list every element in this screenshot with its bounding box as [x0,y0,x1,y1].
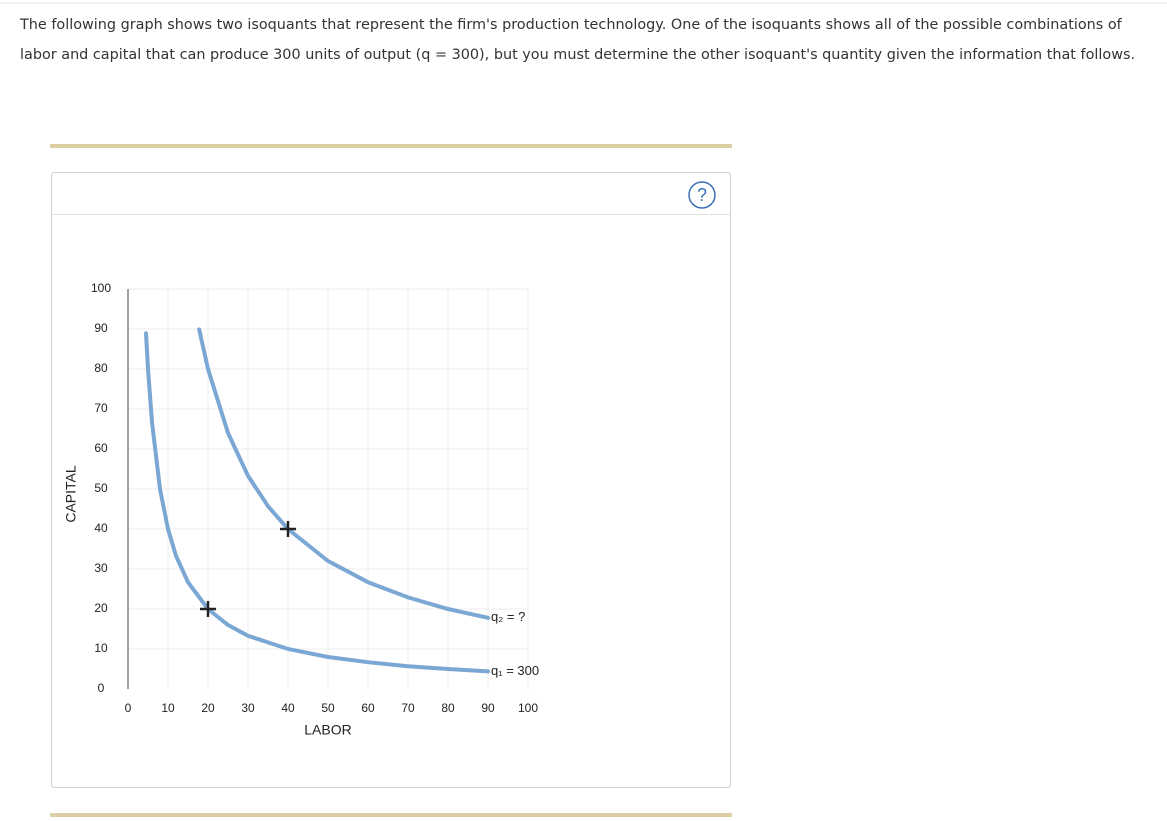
gold-bar [50,813,732,817]
y-tick-label: 0 [98,681,105,695]
y-tick-label: 80 [94,361,108,375]
y-tick-label: 10 [94,641,108,655]
isoquant [144,331,490,674]
x-axis-label: LABOR [304,722,351,738]
x-tick-label: 40 [281,701,295,715]
y-tick-label: 100 [91,281,111,295]
help-icon[interactable]: ? [697,185,707,205]
chart-panel [51,172,731,788]
x-tick-label: 10 [161,701,175,715]
x-tick-label: 30 [241,701,255,715]
x-tick-label: 70 [401,701,415,715]
y-tick-label: 60 [94,441,108,455]
isoquant-label: q₂ = ? [491,609,525,624]
x-tick-label: 50 [321,701,335,715]
isoquant-label: q₁ = 300 [491,663,539,678]
help-button[interactable]: ? [688,181,716,209]
x-tick-label: 20 [201,701,215,715]
x-tick-label: 80 [441,701,455,715]
y-tick-label: 20 [94,601,108,615]
y-tick-label: 30 [94,561,108,575]
point-marker [200,601,216,617]
x-tick-label: 100 [518,701,538,715]
y-axis-label: CAPITAL [63,465,79,523]
y-tick-label: 40 [94,521,108,535]
x-tick-label: 90 [481,701,495,715]
intro-text: The following graph shows two isoquants … [20,17,1136,63]
point-marker [280,521,296,537]
y-tick-label: 70 [94,401,108,415]
help-circle[interactable] [688,181,716,209]
y-tick-label: 50 [94,481,108,495]
gold-bar [50,144,732,148]
x-tick-label: 60 [361,701,375,715]
y-tick-label: 90 [94,321,108,335]
x-tick-label: 0 [125,701,132,715]
